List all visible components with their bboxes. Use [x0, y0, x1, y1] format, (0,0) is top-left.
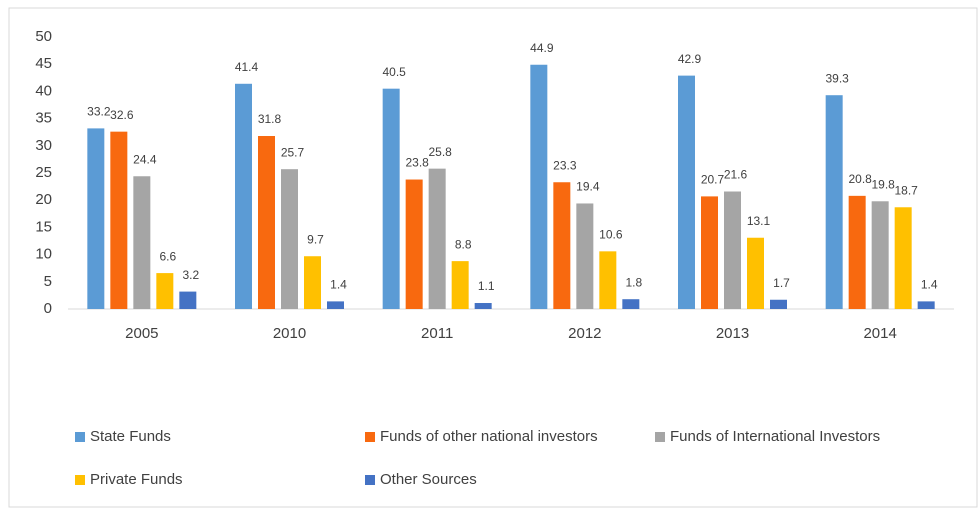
value-label: 24.4: [133, 152, 157, 166]
bar: [770, 299, 787, 309]
y-tick-label: 50: [35, 28, 52, 45]
bar: [825, 95, 843, 309]
bar: [724, 191, 741, 309]
bar: [701, 196, 718, 309]
chart-border: [8, 7, 978, 508]
bar: [281, 169, 298, 309]
value-label: 1.8: [625, 275, 642, 289]
value-label: 33.2: [87, 105, 111, 119]
bar: [747, 237, 764, 309]
value-label: 1.4: [921, 278, 938, 292]
x-tick-label: 2014: [863, 325, 896, 342]
value-label: 18.7: [894, 183, 918, 197]
y-tick-label: 30: [35, 137, 52, 154]
y-tick-label: 25: [35, 164, 52, 181]
y-tick-label: 35: [35, 110, 52, 127]
value-label: 3.2: [182, 268, 199, 282]
bar: [382, 88, 400, 310]
y-tick-label: 15: [35, 218, 52, 235]
value-label: 1.7: [773, 276, 790, 290]
value-label: 41.4: [235, 60, 259, 74]
bar: [156, 273, 174, 309]
bar: [576, 203, 594, 309]
value-label: 23.8: [405, 156, 429, 170]
value-label: 20.7: [701, 173, 725, 187]
value-label: 21.6: [724, 168, 748, 182]
bar: [678, 75, 695, 310]
y-tick-label: 20: [35, 191, 52, 208]
value-label: 10.6: [599, 228, 623, 242]
value-label: 23.3: [553, 158, 577, 172]
x-tick-label: 2013: [716, 325, 749, 342]
legend-label: Other Sources: [380, 471, 477, 488]
x-tick-label: 2012: [568, 325, 601, 342]
value-label: 40.5: [382, 65, 406, 79]
legend-swatch: [75, 432, 85, 442]
value-label: 19.8: [871, 177, 895, 191]
bar: [451, 261, 469, 309]
y-tick-label: 0: [44, 300, 52, 317]
value-label: 9.7: [307, 232, 324, 246]
bar: [848, 195, 866, 309]
bar: [599, 251, 617, 309]
value-label: 8.8: [455, 237, 472, 251]
bar: [917, 301, 935, 309]
legend-label: State Funds: [90, 428, 171, 445]
y-tick-label: 10: [35, 246, 52, 263]
value-label: 1.1: [478, 279, 495, 293]
value-label: 13.1: [747, 214, 771, 228]
value-label: 20.8: [848, 172, 872, 186]
x-tick-label: 2010: [273, 325, 306, 342]
legend-swatch: [75, 475, 85, 485]
bar: [405, 179, 423, 309]
legend-label: Private Funds: [90, 471, 183, 488]
bar: [327, 301, 344, 309]
legend-swatch: [365, 475, 375, 485]
bar: [428, 168, 446, 309]
legend-swatch: [365, 432, 375, 442]
bar: [553, 182, 571, 309]
bar: [133, 176, 151, 309]
bar: [179, 291, 197, 309]
value-label: 25.7: [281, 145, 305, 159]
bar: [622, 299, 640, 309]
legend-label: Funds of other national investors: [380, 428, 598, 445]
y-tick-label: 40: [35, 82, 52, 99]
y-tick-label: 45: [35, 55, 52, 72]
legend-swatch: [655, 432, 665, 442]
value-label: 42.9: [678, 52, 702, 66]
bar: [235, 83, 252, 309]
value-label: 25.8: [428, 145, 452, 159]
bar: [110, 131, 128, 309]
x-tick-label: 2005: [125, 325, 158, 342]
value-label: 31.8: [258, 112, 282, 126]
x-tick-label: 2011: [421, 325, 453, 342]
y-tick-label: 5: [44, 273, 52, 290]
bar: [474, 303, 492, 309]
bar: [258, 136, 275, 309]
value-label: 39.3: [825, 71, 849, 85]
bar: [894, 207, 912, 309]
bar: [871, 201, 889, 309]
value-label: 1.4: [330, 278, 347, 292]
value-label: 32.6: [110, 108, 134, 122]
value-label: 19.4: [576, 180, 600, 194]
value-label: 6.6: [159, 249, 176, 263]
value-label: 44.9: [530, 41, 554, 55]
bar: [530, 64, 548, 309]
bar: [87, 128, 105, 309]
bar: [304, 256, 321, 309]
legend-label: Funds of International Investors: [670, 428, 880, 445]
